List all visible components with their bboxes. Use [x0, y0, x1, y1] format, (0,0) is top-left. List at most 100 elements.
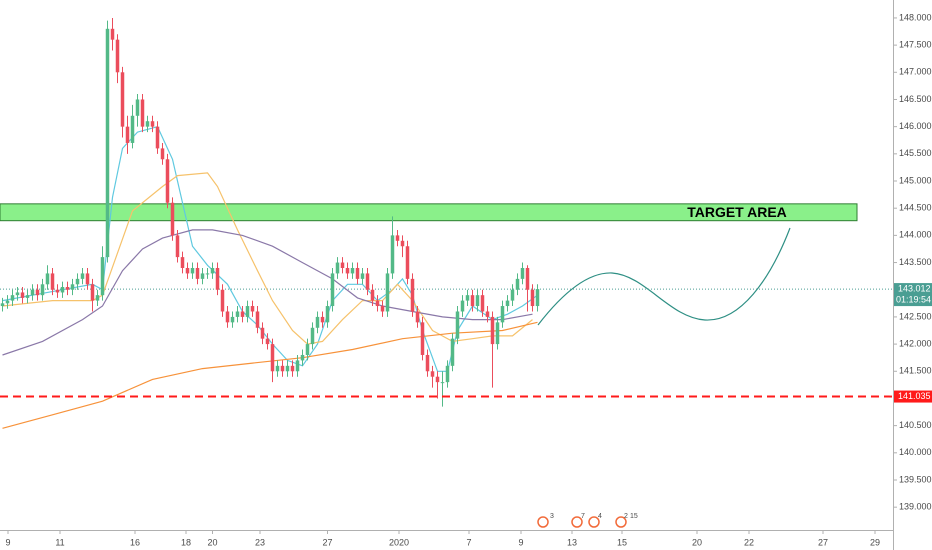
- moving-average: [2, 125, 538, 372]
- candle-body: [455, 311, 460, 339]
- candle-body: [190, 267, 195, 274]
- candle-body: [160, 148, 165, 160]
- candle-body: [225, 311, 230, 323]
- x-tick-label: 7: [466, 537, 471, 547]
- moving-average: [2, 229, 533, 356]
- candle-body: [440, 382, 445, 384]
- candle-body: [475, 295, 480, 307]
- candle-body: [5, 300, 10, 304]
- candle-body: [240, 311, 245, 317]
- candle-body: [15, 292, 20, 296]
- candle-body: [90, 284, 95, 301]
- y-tick-label: 143.500: [899, 257, 932, 267]
- event-icons: [537, 516, 627, 528]
- candle-body: [325, 306, 330, 323]
- candle-body: [45, 273, 50, 285]
- candle-body: [60, 287, 65, 293]
- y-tick-label: 146.500: [899, 94, 932, 104]
- x-tick-label: 29: [870, 537, 880, 547]
- candle-body: [275, 365, 280, 372]
- x-tick-label: 15: [617, 537, 627, 547]
- candle-body: [535, 289, 540, 307]
- candle-body: [430, 371, 435, 377]
- candle-body: [230, 316, 235, 323]
- y-tick-label: 148.000: [899, 12, 932, 22]
- candle-body: [0, 303, 5, 307]
- candle-body: [245, 306, 250, 317]
- candle-body: [20, 292, 25, 298]
- candle-body: [505, 300, 510, 307]
- candle-body: [205, 273, 210, 275]
- y-tick-label: 146.000: [899, 121, 932, 131]
- candle-body: [40, 284, 45, 296]
- last-price-label: 143.012: [898, 283, 931, 293]
- event-icon: [537, 516, 549, 528]
- event-icon: [571, 516, 583, 528]
- event-count: 15: [630, 513, 638, 520]
- y-tick-label: 139.000: [899, 502, 932, 512]
- x-tick-label: 9: [5, 537, 10, 547]
- candle-body: [370, 289, 375, 301]
- candle-body: [445, 365, 450, 383]
- x-tick-label: 20: [207, 537, 217, 547]
- y-tick-label: 139.500: [899, 474, 932, 484]
- candle-body: [115, 39, 120, 73]
- event-icon: [615, 516, 627, 528]
- candle-body: [465, 295, 470, 301]
- candle-body: [315, 316, 320, 328]
- candle-body: [330, 273, 335, 307]
- candle-body: [390, 235, 395, 274]
- event-count: 3: [550, 513, 554, 520]
- support-label: 141.035: [898, 391, 931, 401]
- candle-body: [450, 338, 455, 366]
- candle-body: [380, 306, 385, 312]
- candle-body: [405, 246, 410, 279]
- candle-body: [50, 273, 55, 290]
- candle-body: [470, 295, 475, 307]
- y-tick-label: 147.000: [899, 67, 932, 77]
- y-tick-label: 144.000: [899, 230, 932, 240]
- candle-body: [250, 306, 255, 312]
- candle-body: [500, 306, 505, 323]
- candle-body: [150, 121, 155, 127]
- candle-body: [215, 267, 220, 290]
- candle-body: [80, 273, 85, 279]
- candle-body: [220, 289, 225, 312]
- candle-body: [335, 262, 340, 274]
- candle-body: [30, 289, 35, 296]
- y-tick-label: 147.500: [899, 39, 932, 49]
- candle-body: [300, 354, 305, 361]
- candle-body: [55, 289, 60, 293]
- candle-body: [480, 295, 485, 312]
- candle-body: [195, 267, 200, 279]
- candle-body: [110, 28, 115, 40]
- candle-body: [85, 273, 90, 285]
- candle-body: [120, 72, 125, 127]
- candle-body: [305, 344, 310, 355]
- candle-body: [180, 257, 185, 268]
- event-count: 7: [581, 513, 585, 520]
- candle-body: [320, 316, 325, 323]
- x-tick-label: 16: [130, 537, 140, 547]
- candle-body: [425, 354, 430, 372]
- y-tick-label: 142.000: [899, 338, 932, 348]
- candle-body: [35, 289, 40, 296]
- candle-body: [75, 278, 80, 285]
- candle-body: [395, 235, 400, 241]
- candle-body: [235, 311, 240, 317]
- candle-body: [155, 126, 160, 149]
- candle-body: [95, 295, 100, 301]
- candle-body: [365, 273, 370, 290]
- event-labels: 3 7 4 2 15: [550, 513, 638, 520]
- event-count: 2: [624, 513, 628, 520]
- candle-body: [345, 267, 350, 274]
- candle-body: [355, 267, 360, 279]
- candle-body: [310, 327, 315, 345]
- candle-body: [265, 338, 270, 345]
- candle-body: [105, 28, 110, 258]
- candle-body: [415, 311, 420, 323]
- candle-body: [185, 267, 190, 274]
- y-tick-label: 144.500: [899, 203, 932, 213]
